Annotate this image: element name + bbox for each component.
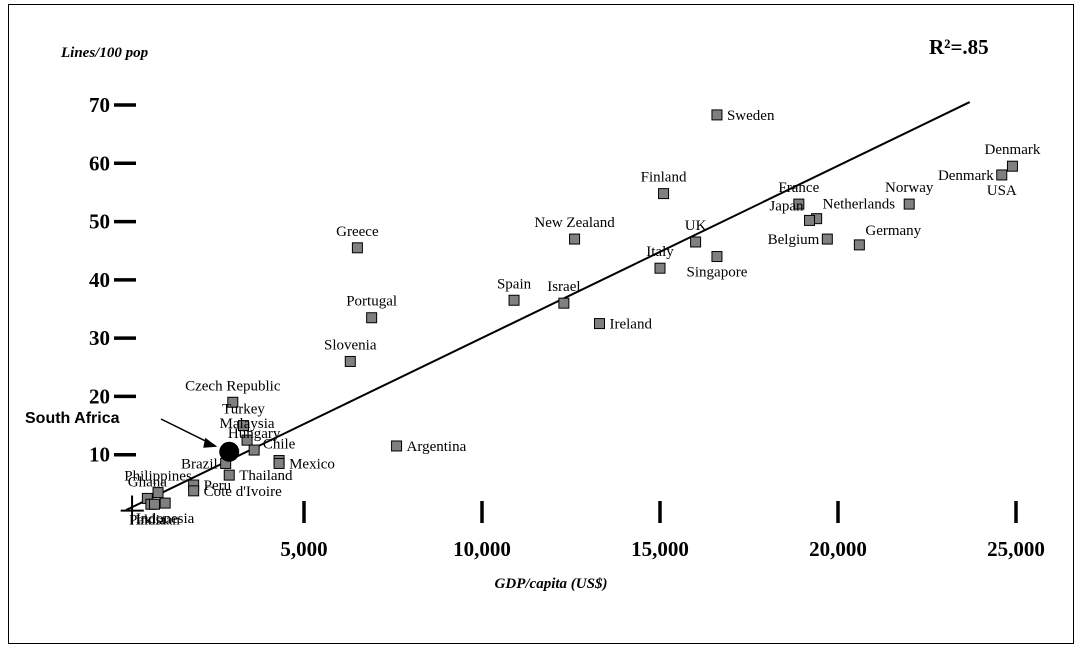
country-label: Malaysia bbox=[220, 416, 275, 432]
data-point bbox=[188, 485, 200, 497]
country-label: Turkey bbox=[222, 402, 265, 418]
highlight-point bbox=[219, 441, 240, 462]
data-point bbox=[821, 233, 833, 245]
country-label: Mexico bbox=[289, 456, 335, 472]
data-point bbox=[558, 297, 570, 309]
y-tick-label: 60 bbox=[89, 151, 110, 175]
country-label: Portugal bbox=[346, 294, 397, 310]
country-label: Slovenia bbox=[324, 337, 377, 353]
country-label: Czech Republic bbox=[185, 378, 281, 394]
data-point bbox=[804, 214, 816, 226]
data-point bbox=[237, 420, 249, 432]
data-point bbox=[152, 487, 164, 499]
x-tick-label: 25,000 bbox=[987, 537, 1045, 561]
data-point bbox=[690, 236, 702, 248]
country-label: Singapore bbox=[687, 265, 748, 281]
country-label: UK bbox=[685, 218, 707, 234]
country-label: Thailand bbox=[239, 468, 293, 484]
points-group: SwedenDenmarkDenmarkUSANorwayFranceNethe… bbox=[124, 108, 1041, 528]
trendline bbox=[125, 101, 971, 511]
country-label: Chile bbox=[263, 437, 296, 453]
y-tick-label: 40 bbox=[89, 268, 110, 292]
data-point bbox=[569, 233, 581, 245]
data-point bbox=[344, 355, 356, 367]
country-label: USA bbox=[987, 183, 1017, 199]
country-label: Ireland bbox=[609, 317, 652, 333]
data-point bbox=[658, 188, 670, 200]
data-point bbox=[351, 242, 363, 254]
country-label: Peru bbox=[204, 478, 232, 494]
country-label: Italy bbox=[646, 244, 674, 260]
country-label: Pakistan bbox=[129, 512, 180, 528]
country-label: Netherlands bbox=[823, 197, 896, 213]
country-label: Denmark bbox=[985, 142, 1041, 158]
data-point bbox=[1006, 160, 1018, 172]
country-label: Germany bbox=[865, 223, 921, 239]
data-point bbox=[903, 198, 915, 210]
country-label: Greece bbox=[336, 224, 379, 240]
x-tick-label: 15,000 bbox=[631, 537, 689, 561]
data-point bbox=[273, 457, 285, 469]
data-point bbox=[593, 318, 605, 330]
country-label: France bbox=[778, 180, 819, 196]
highlight-group: South Africa bbox=[25, 410, 240, 462]
data-point bbox=[227, 396, 239, 408]
data-point bbox=[223, 469, 235, 481]
data-point bbox=[853, 239, 865, 251]
y-tick-label: 50 bbox=[89, 210, 110, 234]
y-tick-label: 20 bbox=[89, 384, 110, 408]
x-axis-label: GDP/capita (US$) bbox=[495, 576, 608, 592]
highlight-label: South Africa bbox=[25, 410, 120, 427]
data-point bbox=[159, 497, 171, 509]
country-label: Hungary bbox=[228, 426, 281, 442]
data-point bbox=[508, 294, 520, 306]
data-point bbox=[654, 262, 666, 274]
country-label: Belgium bbox=[768, 232, 820, 248]
country-label: New Zealand bbox=[534, 215, 615, 231]
y-tick-label: 70 bbox=[89, 93, 110, 117]
country-label: India bbox=[136, 512, 167, 528]
data-point bbox=[793, 198, 805, 210]
data-point bbox=[711, 251, 723, 263]
country-label: Ghana bbox=[128, 474, 167, 490]
axes-group: 10 20 30 40 50 60 70 5,000 10,000 15,000 20,000 25,… bbox=[89, 93, 1045, 561]
data-point bbox=[366, 312, 378, 324]
data-point bbox=[148, 498, 160, 510]
country-label: Japan bbox=[769, 198, 804, 214]
r-squared-annotation: R²=.85 bbox=[929, 35, 989, 59]
trendline-group bbox=[125, 101, 971, 511]
y-tick-label: 30 bbox=[89, 326, 110, 350]
chart-frame: Lines/100 pop GDP/capita (US$) R²=.85 10… bbox=[8, 4, 1074, 644]
country-label: Denmark bbox=[938, 168, 994, 184]
country-label: Argentina bbox=[407, 439, 467, 455]
data-point bbox=[996, 169, 1008, 181]
x-tick-label: 20,000 bbox=[809, 537, 867, 561]
country-label: Brazil bbox=[181, 456, 218, 472]
y-axis-label: Lines/100 pop bbox=[60, 45, 149, 61]
country-label: Cote d'Ivoire bbox=[204, 484, 282, 500]
data-point bbox=[711, 109, 723, 121]
country-label: Israel bbox=[547, 279, 580, 295]
y-tick-label: 10 bbox=[89, 443, 110, 467]
x-tick-label: 10,000 bbox=[453, 537, 511, 561]
x-tick-label: 5,000 bbox=[280, 537, 327, 561]
data-point bbox=[248, 444, 260, 456]
data-point bbox=[391, 440, 403, 452]
country-label: Sweden bbox=[727, 108, 775, 124]
country-label: Spain bbox=[497, 276, 532, 292]
scatter-chart: Lines/100 pop GDP/capita (US$) R²=.85 10… bbox=[25, 35, 1045, 592]
country-label: Indonesia bbox=[136, 511, 195, 527]
highlight-arrow-head bbox=[203, 437, 218, 448]
country-label: Philippines bbox=[124, 469, 192, 485]
country-label: Norway bbox=[885, 180, 934, 196]
data-point bbox=[241, 434, 253, 446]
country-label: Finland bbox=[641, 170, 687, 186]
